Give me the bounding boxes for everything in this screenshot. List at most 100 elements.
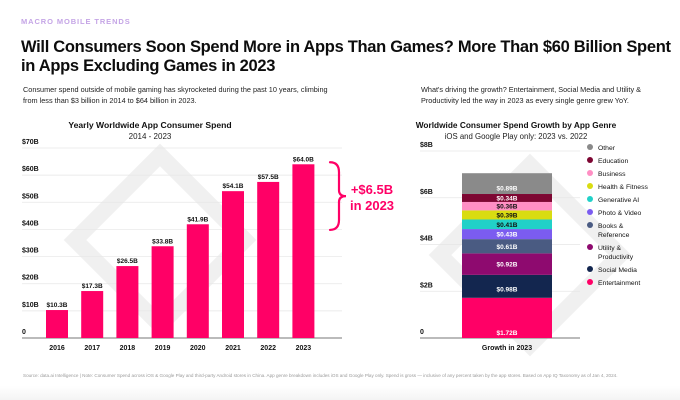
left-x-tick-label: 2016 [49,345,65,352]
legend-label: Generative AI [598,197,639,204]
left-x-tick-label: 2020 [190,345,206,352]
left-y-tick-label: $70B [22,139,39,146]
legend-item: Education [587,157,628,165]
stack-segment-other [462,173,552,195]
left-bar-2022 [257,181,280,338]
left-bar-2018 [116,266,139,338]
left-x-tick-label: 2017 [84,345,100,352]
left-chart-subtitle: 2014 - 2023 [129,132,172,141]
left-bar-value-label: $41.9B [187,216,208,223]
right-y-tick-label: $6B [420,189,433,196]
right-y-tick-label: 0 [420,329,424,336]
stack-segment-entertainment [462,297,552,338]
legend-label: Entertainment [598,280,640,287]
stack-segment-health-fitness [462,210,552,220]
growth-annotation-line1: +$6.5B [351,182,393,197]
left-bar-2023 [292,164,315,338]
left-chart-title: Yearly Worldwide App Consumer Spend [68,120,231,130]
legend-swatch [587,144,593,150]
right-description: What's driving the growth? Entertainment… [421,85,641,105]
legend-label: Other [598,145,616,152]
legend-item: Photo & Video [587,209,642,217]
left-x-tick-label: 2023 [296,345,312,352]
left-x-tick-label: 2022 [260,345,276,352]
stack-segment-education [462,194,552,202]
left-description: Consumer spend outside of mobile gaming … [23,85,328,105]
legend-item: Social Media [587,266,637,274]
legend-swatch [587,170,593,176]
stack-segment-generative-ai [462,219,552,230]
growth-brace [328,161,347,232]
left-y-tick-label: $30B [22,248,39,255]
left-bar-2021 [222,191,244,338]
left-x-tick-label: 2019 [155,345,171,352]
left-y-tick-label: $50B [22,193,39,200]
legend-swatch [587,209,593,215]
legend-item: Utility & Productivity [587,244,634,261]
legend-label: Health & Fitness [598,184,648,191]
legend-item: Generative AI [587,196,639,204]
legend-swatch [587,279,593,285]
legend-swatch [587,183,593,189]
legend-item: Business [587,170,626,178]
left-bar-2016 [46,310,68,338]
left-bar-value-label: $26.5B [117,258,138,265]
legend-item: Other [587,144,616,152]
left-bar-2020 [186,224,209,338]
growth-annotation-line2: in 2023 [350,198,394,213]
legend-swatch [587,157,593,163]
right-y-tick-label: $4B [420,236,433,243]
stack-segment-label: $0.89B [497,186,518,193]
left-y-tick-label: $20B [22,275,39,282]
stack-segment-label: $0.36B [497,204,518,211]
legend-label: Books & [598,223,624,230]
legend-item: Entertainment [587,279,640,287]
legend-swatch [587,266,593,272]
section-kicker: MACRO MOBILE TRENDS [21,17,131,26]
right-y-tick-label: $2B [420,282,433,289]
stack-segment-business [462,201,552,211]
stack-segment-label: $0.34B [497,195,518,202]
left-x-tick-label: 2018 [120,345,136,352]
left-x-tick-label: 2021 [225,345,241,352]
legend-label: Photo & Video [598,210,642,217]
left-y-tick-label: $60B [22,166,39,173]
stack-segment-label: $0.43B [497,232,518,239]
stack-segment-label: $0.98B [497,286,518,293]
stack-segment-label: $0.39B [497,212,518,219]
stack-segment-social-media [462,274,552,298]
left-bar-value-label: $10.3B [47,302,68,309]
left-y-tick-label: 0 [22,329,26,336]
legend-label: Social Media [598,267,637,274]
left-y-tick-label: $40B [22,220,39,227]
left-bar-value-label: $33.8B [152,238,173,245]
stack-segment-label: $0.92B [497,262,518,269]
legend-label: Reference [598,232,630,239]
right-chart-title: Worldwide Consumer Spend Growth by App G… [416,120,617,130]
legend-swatch [587,196,593,202]
stack-segment-photo-video [462,229,552,240]
left-bar-2019 [151,246,174,338]
stack-segment-label: $1.72B [497,330,518,337]
legend-item: Health & Fitness [587,183,648,191]
stack-segment-utility-productivity [462,253,552,275]
left-bar-value-label: $17.3B [82,283,103,290]
legend-label: Productivity [598,254,634,261]
bottom-fade [0,386,680,400]
legend-item: Books & Reference [587,222,630,239]
right-x-tick-label: Growth in 2023 [482,345,532,352]
legend-label: Utility & [598,245,622,252]
left-bar-value-label: $54.1B [223,183,244,190]
stack-segment-label: $0.61B [497,244,518,251]
legend-label: Business [598,171,626,178]
source-footnote: Source: data.ai Intelligence | Note: Con… [23,373,618,378]
stack-segment-books-reference [462,239,552,254]
left-bar-value-label: $64.0B [293,156,314,163]
stack-segment-label: $0.41B [497,222,518,229]
right-chart-subtitle: iOS and Google Play only: 2023 vs. 2022 [445,132,588,141]
legend-swatch [587,222,593,228]
legend-label: Education [598,158,628,165]
left-bar-2017 [81,291,104,338]
left-bar-value-label: $57.5B [258,174,279,181]
